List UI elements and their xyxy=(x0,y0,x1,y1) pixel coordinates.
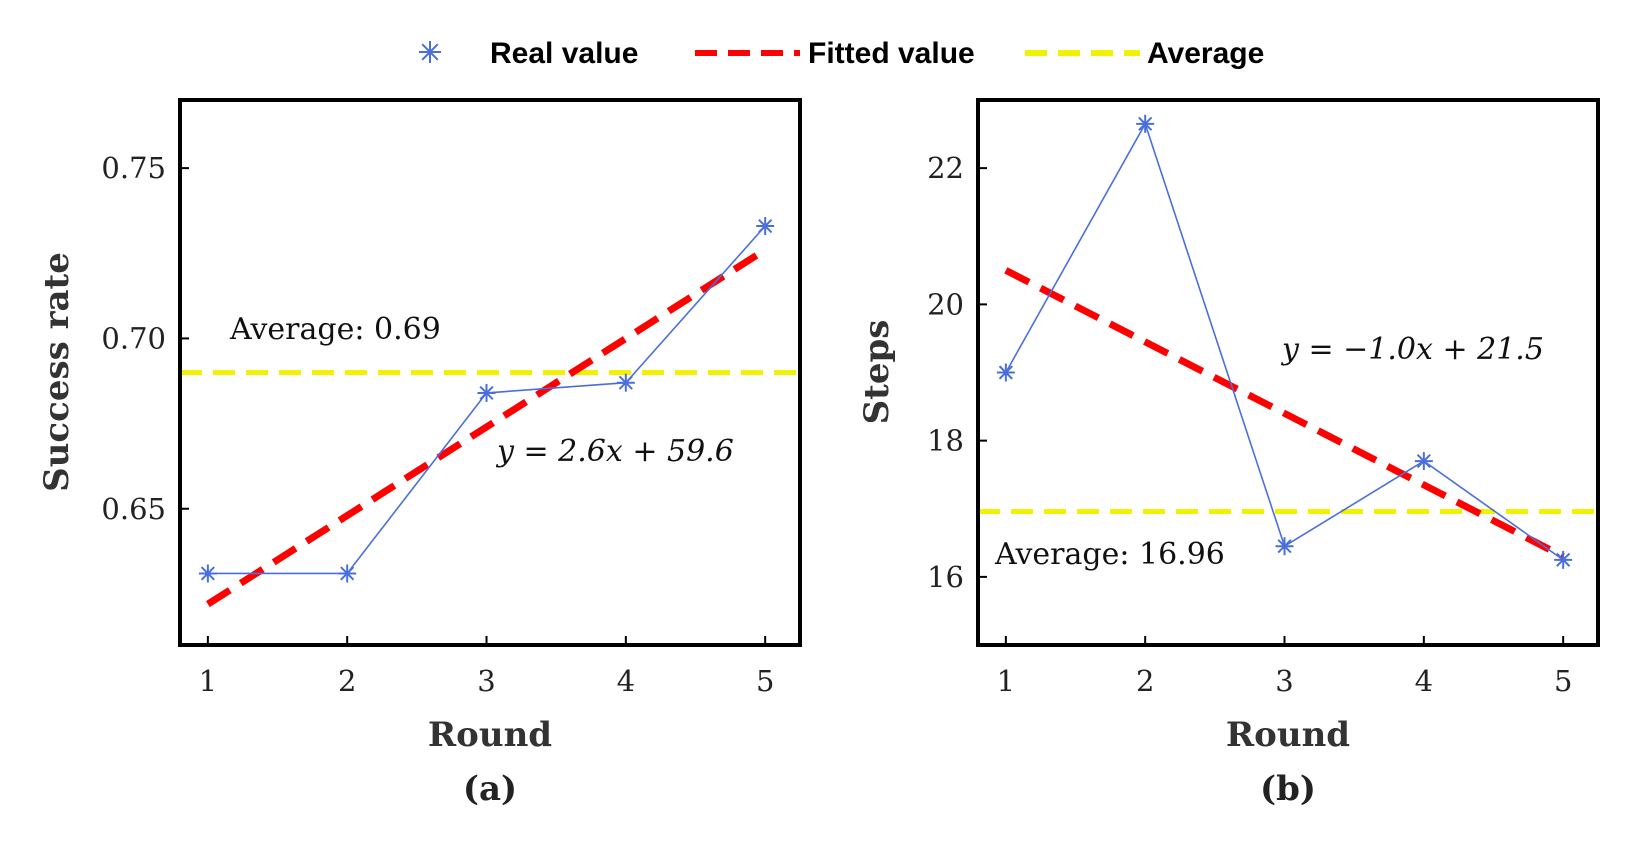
panel-b-marks xyxy=(978,114,1598,569)
panel-b-real-point xyxy=(1275,537,1294,556)
panel-a-fitted-line xyxy=(205,246,768,608)
panel-b-ytick-label: 18 xyxy=(927,424,964,458)
panel-a-ytick-label: 0.75 xyxy=(101,151,166,185)
panel-b-xlabel: Round xyxy=(1226,715,1350,755)
panel-b-caption: (b) xyxy=(1260,769,1316,809)
panel-a-real-point xyxy=(338,564,357,583)
panel-a-xlabel: Round xyxy=(428,715,552,755)
panel-b-real-point xyxy=(996,363,1015,382)
panel-a-real-point xyxy=(616,373,635,392)
panel-a-real-point-stroke xyxy=(340,566,355,581)
chart-panel-b: 1 2 3 4 5 16 18 20 22 Average: 16.96 y = −1.0x +… xyxy=(857,98,1600,809)
panel-b-ylabel: Steps xyxy=(857,320,897,425)
panel-a-ticks: 1 2 3 4 5 0.65 0.70 0.75 xyxy=(101,151,774,698)
panel-b-frame xyxy=(976,98,1600,647)
panel-a-real-point xyxy=(756,217,775,236)
panel-a-ytick-label: 0.70 xyxy=(101,321,166,355)
panel-b-real-point-stroke xyxy=(1416,453,1431,469)
panel-b-real-point-stroke xyxy=(998,365,1013,380)
panel-a-real-point-stroke xyxy=(618,375,633,390)
panel-a-real-point-stroke xyxy=(758,218,773,234)
panel-b-ytick-label: 20 xyxy=(927,287,964,321)
legend-real-label: Real value xyxy=(490,37,638,70)
panel-a-xtick-label: 4 xyxy=(617,664,635,698)
panel-a-caption: (a) xyxy=(463,769,517,809)
panel-a-real-point xyxy=(198,564,217,583)
panel-a-marks xyxy=(180,217,800,608)
asterisk-icon xyxy=(419,41,441,63)
panel-b-xtick-label: 4 xyxy=(1415,664,1433,698)
panel-b-ytick-label: 22 xyxy=(927,151,964,185)
panel-b-real-point xyxy=(1136,114,1155,133)
panel-a-xtick-label: 5 xyxy=(756,664,774,698)
legend-real-marker xyxy=(419,41,441,63)
panel-b-xtick-label: 1 xyxy=(997,664,1015,698)
panel-b-ticks: 1 2 3 4 5 16 18 20 22 xyxy=(927,151,1572,698)
panel-b-fitted-line xyxy=(1004,267,1565,560)
panel-b-ytick-label: 16 xyxy=(927,560,964,594)
panel-b-real-point-stroke xyxy=(1556,552,1571,567)
panel-b-average-annotation: Average: 16.96 xyxy=(994,537,1225,572)
legend-real-marker-stroke xyxy=(421,43,439,61)
panel-b-real-point-stroke xyxy=(1277,539,1292,554)
panel-a-ytick-label: 0.65 xyxy=(101,492,166,526)
panel-a-xtick-label: 3 xyxy=(477,664,495,698)
panel-a-frame xyxy=(178,98,802,647)
panel-a-ylabel: Success rate xyxy=(37,252,77,492)
panel-a-equation: y = 2.6x + 59.6 xyxy=(495,434,734,469)
panel-b-real-point xyxy=(1414,452,1433,471)
legend: Real value Fitted value Average xyxy=(419,37,1264,70)
panel-a-real-point-stroke xyxy=(200,566,215,581)
panel-b-xtick-label: 5 xyxy=(1554,664,1572,698)
panel-b-real-point xyxy=(1554,550,1573,569)
panel-b-real-point-stroke xyxy=(1138,116,1153,131)
panel-a-xtick-label: 1 xyxy=(199,664,217,698)
panel-a-real-point-stroke xyxy=(479,385,494,401)
legend-fitted-label: Fitted value xyxy=(808,37,975,70)
panel-a-xtick-label: 2 xyxy=(338,664,356,698)
panel-b-xtick-label: 2 xyxy=(1136,664,1154,698)
chart-panel-a: 1 2 3 4 5 0.65 0.70 0.75 Average: 0.69 y = 2.6x… xyxy=(37,98,802,809)
panel-b-equation: y = −1.0x + 21.5 xyxy=(1280,332,1544,367)
panel-a-real-point xyxy=(477,383,496,402)
legend-average-label: Average xyxy=(1147,37,1264,70)
panel-b-xtick-label: 3 xyxy=(1275,664,1293,698)
panel-a-average-annotation: Average: 0.69 xyxy=(229,312,441,347)
